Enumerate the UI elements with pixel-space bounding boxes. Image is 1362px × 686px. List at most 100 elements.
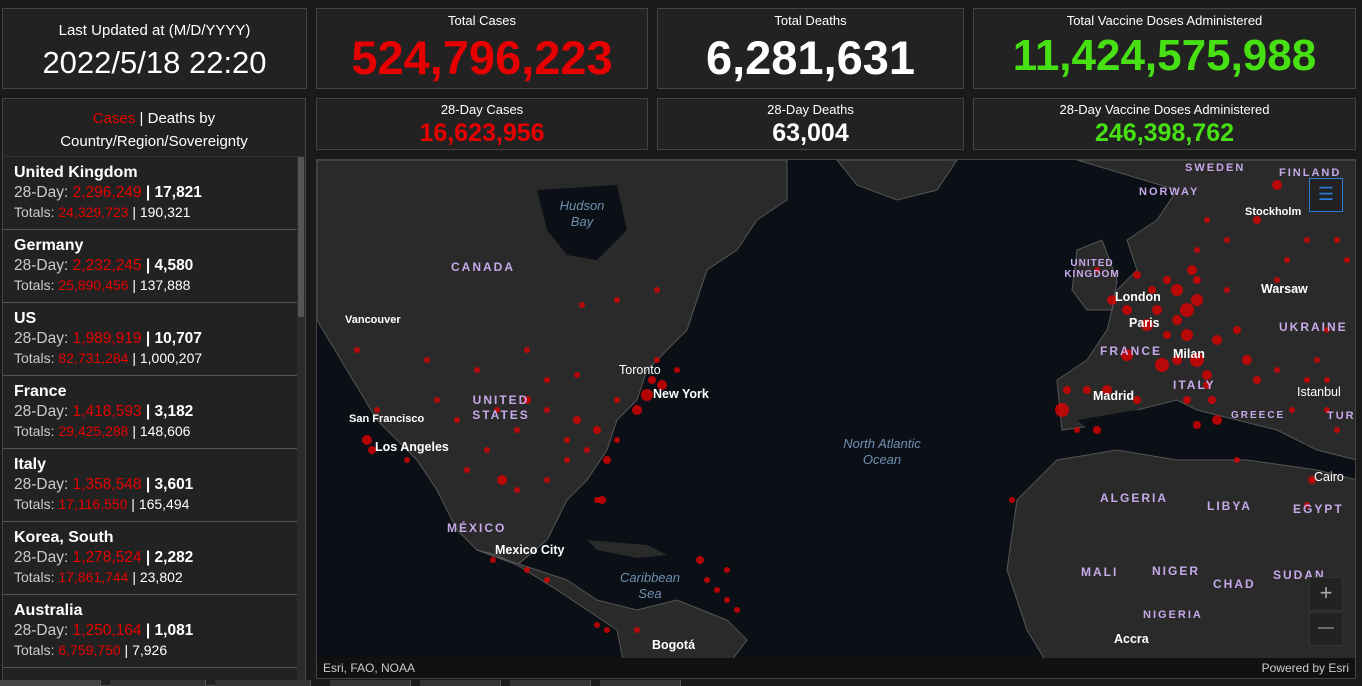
list-item[interactable]: Italy 28-Day: 1,358,548 | 3,601 Totals: 17… — [3, 449, 299, 522]
map-view[interactable]: CANADA UNITED STATES MÉXICO Hudson Bay N… — [316, 159, 1356, 679]
list-item[interactable]: United Kingdom 28-Day: 2,296,249 | 17,821… — [3, 157, 299, 230]
case-marker[interactable] — [1155, 358, 1169, 372]
case-marker[interactable] — [632, 405, 642, 415]
legend-list-button[interactable]: ☰ — [1309, 178, 1343, 212]
tab-deaths[interactable]: Deaths by — [147, 110, 216, 127]
case-marker[interactable] — [544, 407, 550, 413]
case-marker[interactable] — [1324, 327, 1330, 333]
case-marker[interactable] — [497, 475, 507, 485]
case-marker[interactable] — [724, 567, 730, 573]
case-marker[interactable] — [1334, 237, 1340, 243]
case-marker[interactable] — [1148, 286, 1156, 294]
case-marker[interactable] — [634, 627, 640, 633]
case-marker[interactable] — [490, 557, 496, 563]
zoom-out-button[interactable]: — — [1309, 612, 1343, 646]
case-marker[interactable] — [1308, 476, 1316, 484]
case-marker[interactable] — [1187, 265, 1197, 275]
case-marker[interactable] — [514, 427, 520, 433]
case-marker[interactable] — [1181, 329, 1193, 341]
case-marker[interactable] — [648, 376, 656, 384]
case-marker[interactable] — [514, 487, 520, 493]
case-marker[interactable] — [657, 380, 667, 390]
case-marker[interactable] — [1133, 271, 1141, 279]
case-marker[interactable] — [524, 347, 530, 353]
case-marker[interactable] — [1334, 427, 1340, 433]
zoom-in-button[interactable]: + — [1309, 577, 1343, 611]
case-marker[interactable] — [404, 457, 410, 463]
case-marker[interactable] — [368, 446, 376, 454]
scrollbar-thumb[interactable] — [298, 157, 304, 317]
case-marker[interactable] — [1344, 257, 1350, 263]
case-marker[interactable] — [614, 297, 620, 303]
case-marker[interactable] — [1172, 315, 1182, 325]
case-marker[interactable] — [434, 397, 440, 403]
case-marker[interactable] — [1284, 257, 1290, 263]
case-marker[interactable] — [564, 457, 570, 463]
case-marker[interactable] — [704, 577, 710, 583]
case-marker[interactable] — [1083, 386, 1091, 394]
case-marker[interactable] — [564, 437, 570, 443]
bottom-tab[interactable] — [110, 680, 206, 686]
case-marker[interactable] — [1193, 276, 1201, 284]
list-item[interactable]: France 28-Day: 1,418,593 | 3,182 Totals: 2… — [3, 376, 299, 449]
case-marker[interactable] — [1152, 305, 1162, 315]
case-marker[interactable] — [1074, 427, 1080, 433]
case-marker[interactable] — [1304, 237, 1310, 243]
case-marker[interactable] — [1171, 284, 1183, 296]
case-marker[interactable] — [1141, 319, 1153, 331]
map-attribution[interactable]: Esri, FAO, NOAA — [323, 661, 416, 675]
case-marker[interactable] — [614, 397, 620, 403]
case-marker[interactable] — [1289, 407, 1295, 413]
case-marker[interactable] — [1122, 305, 1132, 315]
case-marker[interactable] — [354, 347, 360, 353]
case-marker[interactable] — [1107, 295, 1117, 305]
list-item[interactable]: Germany 28-Day: 2,232,245 | 4,580 Totals: … — [3, 230, 299, 303]
case-marker[interactable] — [1133, 396, 1141, 404]
case-marker[interactable] — [1183, 396, 1191, 404]
case-marker[interactable] — [484, 447, 490, 453]
list-item[interactable]: US 28-Day: 1,989,919 | 10,707 Totals: 82,7… — [3, 303, 299, 376]
bottom-tab[interactable] — [0, 680, 101, 686]
case-marker[interactable] — [1102, 385, 1112, 395]
bottom-tab[interactable] — [330, 680, 411, 686]
case-marker[interactable] — [1274, 277, 1280, 283]
case-marker[interactable] — [1212, 335, 1222, 345]
case-marker[interactable] — [1274, 367, 1280, 373]
bottom-tab[interactable] — [600, 680, 681, 686]
case-marker[interactable] — [544, 577, 550, 583]
case-marker[interactable] — [1324, 407, 1330, 413]
case-marker[interactable] — [641, 389, 653, 401]
case-marker[interactable] — [424, 357, 430, 363]
case-marker[interactable] — [1191, 294, 1203, 306]
case-marker[interactable] — [594, 622, 600, 628]
case-marker[interactable] — [654, 287, 660, 293]
case-marker[interactable] — [598, 496, 606, 504]
case-marker[interactable] — [603, 456, 611, 464]
case-marker[interactable] — [1203, 381, 1211, 389]
case-marker[interactable] — [696, 556, 704, 564]
case-marker[interactable] — [573, 416, 581, 424]
case-marker[interactable] — [734, 607, 740, 613]
case-marker[interactable] — [1204, 217, 1210, 223]
case-marker[interactable] — [464, 467, 470, 473]
case-marker[interactable] — [1190, 353, 1204, 367]
case-marker[interactable] — [1172, 355, 1182, 365]
case-marker[interactable] — [1063, 386, 1071, 394]
list-item[interactable]: Australia 28-Day: 1,250,164 | 1,081 Totals… — [3, 595, 299, 668]
case-marker[interactable] — [1202, 370, 1212, 380]
case-marker[interactable] — [1304, 502, 1310, 508]
case-marker[interactable] — [1314, 357, 1320, 363]
case-marker[interactable] — [1304, 377, 1310, 383]
case-marker[interactable] — [1208, 396, 1216, 404]
case-marker[interactable] — [674, 367, 680, 373]
case-marker[interactable] — [1253, 376, 1261, 384]
case-marker[interactable] — [574, 372, 580, 378]
case-marker[interactable] — [584, 447, 590, 453]
case-marker[interactable] — [454, 417, 460, 423]
case-marker[interactable] — [1055, 403, 1069, 417]
case-marker[interactable] — [1163, 331, 1171, 339]
case-marker[interactable] — [1009, 497, 1015, 503]
case-marker[interactable] — [724, 597, 730, 603]
case-marker[interactable] — [374, 407, 380, 413]
bottom-tab[interactable] — [420, 680, 501, 686]
